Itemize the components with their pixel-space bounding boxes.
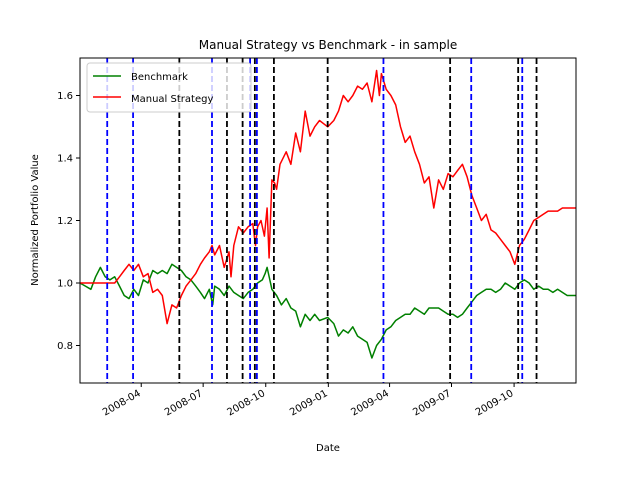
y-axis-title: Normalized Portfolio Value xyxy=(30,154,41,286)
y-tick-label: 1.2 xyxy=(57,216,73,227)
chart-title: Manual Strategy vs Benchmark - in sample xyxy=(199,38,458,52)
series-line-benchmark xyxy=(80,263,576,359)
legend: Benchmark Manual Strategy xyxy=(86,62,252,113)
y-tick-label: 0.8 xyxy=(57,341,73,352)
series-line-manual-strategy xyxy=(80,69,576,325)
y-tick-label: 1.4 xyxy=(57,154,73,165)
x-axis-title: Date xyxy=(316,443,340,454)
legend-box xyxy=(86,62,252,113)
y-tick-label: 1.6 xyxy=(57,91,73,102)
y-tick-label: 1.0 xyxy=(57,279,73,290)
legend-label-manual-strategy: Manual Strategy xyxy=(131,94,213,105)
legend-label-benchmark: Benchmark xyxy=(131,72,188,83)
